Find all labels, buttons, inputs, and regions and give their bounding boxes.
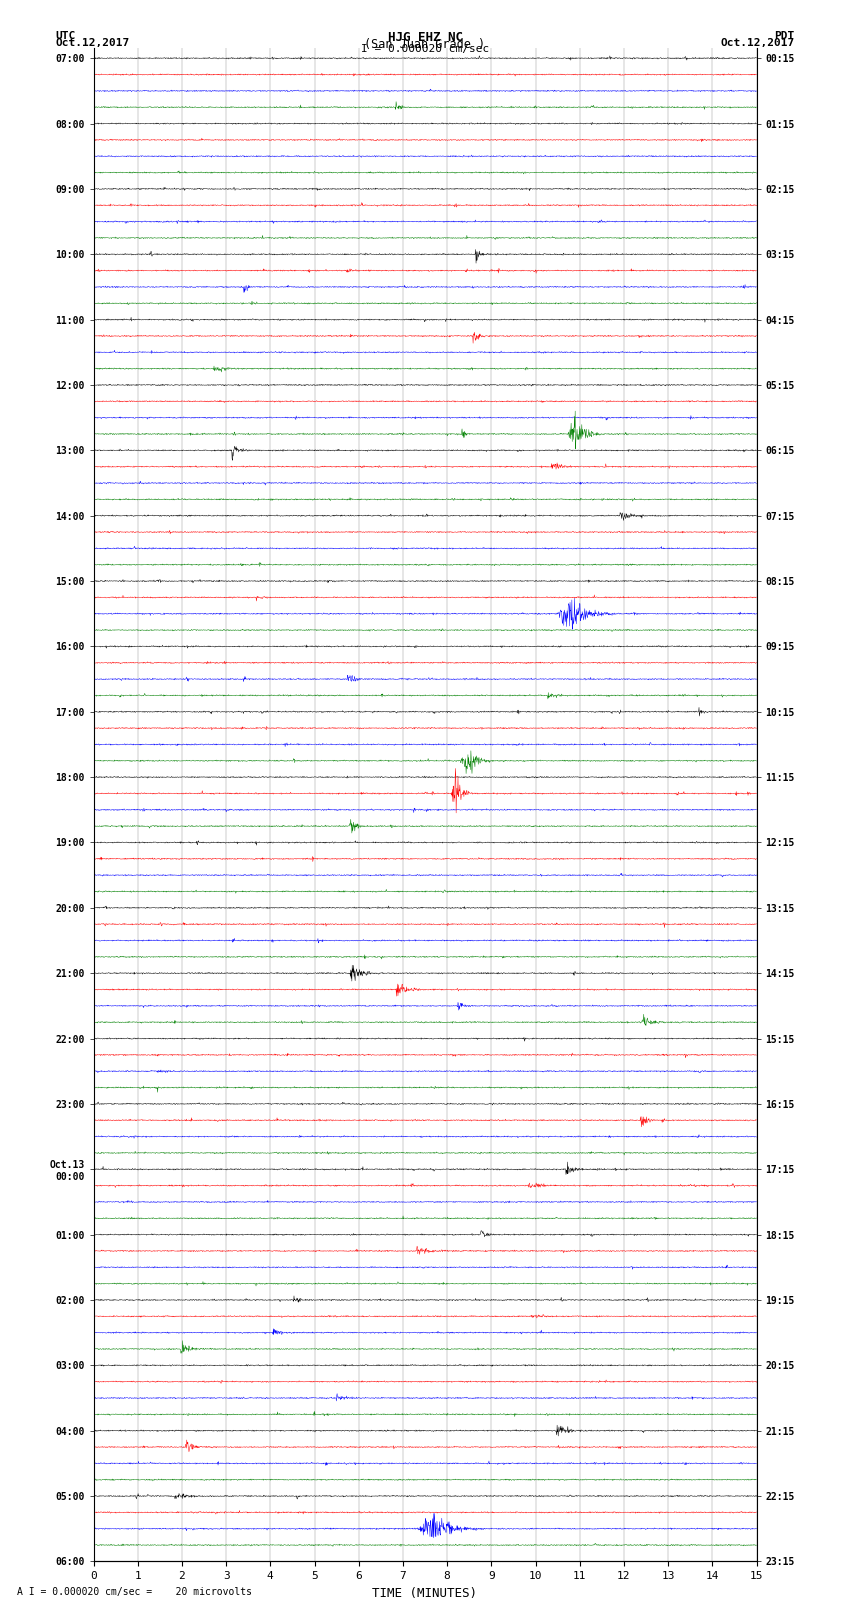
- Text: HJG EHZ NC: HJG EHZ NC: [388, 31, 462, 45]
- X-axis label: TIME (MINUTES): TIME (MINUTES): [372, 1587, 478, 1600]
- Text: Oct.12,2017: Oct.12,2017: [55, 37, 129, 48]
- Text: I = 0.000020 cm/sec: I = 0.000020 cm/sec: [361, 44, 489, 55]
- Text: UTC: UTC: [55, 31, 76, 42]
- Text: (San Juan Grade ): (San Juan Grade ): [365, 37, 485, 52]
- Text: A I = 0.000020 cm/sec =    20 microvolts: A I = 0.000020 cm/sec = 20 microvolts: [17, 1587, 252, 1597]
- Text: PDT: PDT: [774, 31, 795, 42]
- Text: Oct.12,2017: Oct.12,2017: [721, 37, 795, 48]
